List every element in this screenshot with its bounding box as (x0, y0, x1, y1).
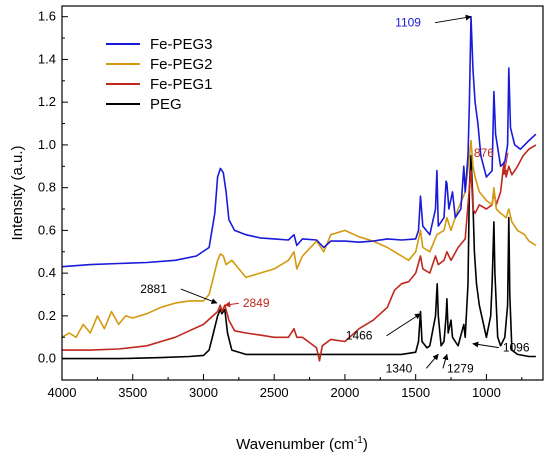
series-line-peg (62, 154, 536, 360)
x-tick-label: 3000 (189, 385, 218, 400)
annotation-label: 2849 (243, 296, 270, 310)
annotation-label: 1096 (503, 341, 530, 355)
y-tick-label: 0.8 (38, 180, 56, 195)
x-axis-title-tail: ) (363, 436, 368, 453)
y-tick-label: 1.2 (38, 94, 56, 109)
y-axis-title: Intensity (a.u.) (9, 145, 26, 240)
annotation-label: 1109 (395, 16, 421, 30)
series-layer (61, 15, 537, 362)
y-tick-label: 1.4 (38, 51, 56, 66)
series-line-fe-peg2 (61, 139, 537, 339)
tick-layer: 4000 3500 3000 2500 2000 1500 1000 0.0 0.2 0.4 0.6… (38, 9, 523, 400)
annotation-label: 2881 (140, 282, 167, 296)
x-tick-label: 2500 (260, 385, 289, 400)
x-tick-label: 4000 (48, 385, 77, 400)
annotation-label: 1340 (386, 361, 413, 375)
annotation-label: 876 (474, 146, 494, 160)
annotation-layer: 1109 876 2881 2849 1466 1340 1279 1096 (140, 14, 530, 375)
legend-label: Fe-PEG3 (150, 36, 213, 53)
x-axis-title: Wavenumber (cm-1) (236, 435, 368, 453)
legend-label: PEG (150, 96, 182, 113)
x-tick-label: 1500 (401, 385, 430, 400)
annotation-arrow (224, 301, 239, 308)
annotation-arrow (386, 313, 421, 337)
x-axis-title-main: Wavenumber (cm (236, 436, 354, 453)
x-axis-title-superscript: -1 (354, 435, 363, 446)
y-tick-label: 1.0 (38, 137, 56, 152)
y-tick-label: 1.6 (38, 9, 56, 24)
legend: Fe-PEG3 Fe-PEG2 Fe-PEG1 PEG (106, 36, 213, 113)
legend-label: Fe-PEG2 (150, 56, 213, 73)
y-tick-label: 0.2 (38, 308, 56, 323)
x-tick-label: 2000 (330, 385, 359, 400)
annotation-label: 1466 (346, 329, 373, 343)
annotation-arrow (442, 353, 449, 369)
annotation-arrow (180, 288, 218, 304)
y-tick-label: 0.6 (38, 222, 56, 237)
x-tick-label: 3500 (118, 385, 147, 400)
x-tick-label: 1000 (472, 385, 501, 400)
y-tick-label: 0.4 (38, 265, 56, 280)
legend-label: Fe-PEG1 (150, 76, 213, 93)
y-tick-label: 0.0 (38, 351, 56, 366)
annotation-arrow (434, 14, 472, 24)
series-line-fe-peg3 (61, 15, 537, 268)
annotation-label: 1279 (447, 361, 474, 375)
annotation-arrow (472, 341, 499, 349)
annotation-arrow (501, 152, 509, 176)
annotation-arrow (425, 353, 439, 369)
plot-frame (61, 5, 544, 381)
